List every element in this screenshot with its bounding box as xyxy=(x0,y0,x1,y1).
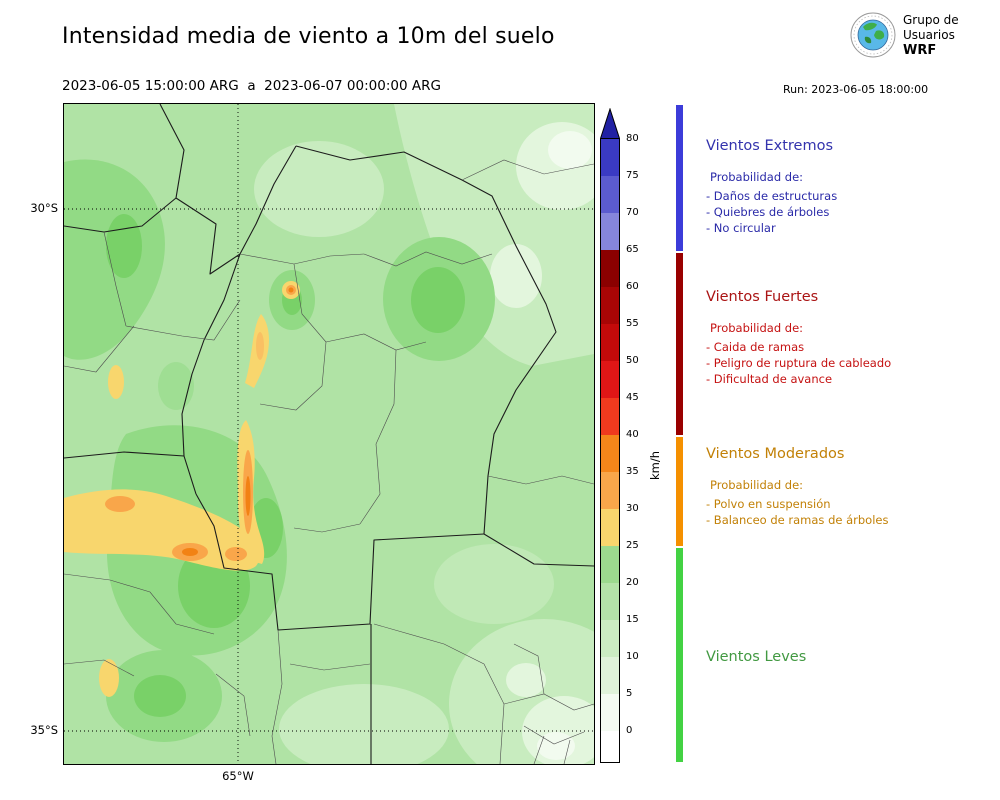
colorbar-segments xyxy=(600,139,620,763)
legend-heading-moderados: Vientos Moderados xyxy=(706,446,845,462)
map-frame xyxy=(63,103,595,765)
colorbar-segment-45-50 xyxy=(601,361,619,398)
legend-bullet-list: - Caida de ramas - Peligro de ruptura de … xyxy=(706,339,986,387)
colorbar-segment-50-55 xyxy=(601,324,619,361)
colorbar-tick-label: 35 xyxy=(626,466,639,477)
legend-bullet-list: - Daños de estructuras - Quiebres de árbo… xyxy=(706,188,986,236)
legend-heading-fuertes: Vientos Fuertes xyxy=(706,289,819,305)
colorbar-unit-label: km/h xyxy=(648,450,662,480)
page-title: Intensidad media de viento a 10m del sue… xyxy=(62,24,555,49)
colorbar-tick-label: 55 xyxy=(626,318,639,329)
legend-bullet: - Peligro de ruptura de cableado xyxy=(706,356,892,370)
legend-bullet: - Dificultad de avance xyxy=(706,372,833,386)
legend-bar-fuertes xyxy=(676,253,683,435)
colorbar-segment-75-80 xyxy=(601,139,619,176)
colorbar-segment-60-65 xyxy=(601,250,619,287)
colorbar-tick-label: 40 xyxy=(626,429,639,440)
colorbar-tick-label: 30 xyxy=(626,503,639,514)
colorbar-segment-55-60 xyxy=(601,287,619,324)
province-borders-layer xyxy=(64,104,594,764)
colorbar-segment-65-70 xyxy=(601,213,619,250)
logo-text: Grupo de Usuarios WRF xyxy=(903,13,959,58)
wind-field-layer xyxy=(64,104,594,764)
colorbar-segment-35-40 xyxy=(601,435,619,472)
colorbar-tick-label: 20 xyxy=(626,577,639,588)
colorbar-tick-label: 25 xyxy=(626,540,639,551)
colorbar: 0 5 10 15 20 25 30 35 40 45 50 55 60 65 70 75 80 km/h xyxy=(600,108,692,788)
legend-section-extremos: Vientos Extremos Probabilidad de: - Daño… xyxy=(706,138,986,236)
colorbar-segment-5-10 xyxy=(601,657,619,694)
run-label: Run: 2023-06-05 18:00:00 xyxy=(783,83,929,96)
colorbar-tick-label: 60 xyxy=(626,281,639,292)
legend-bullet-list: - Polvo en suspensión - Balanceo de ramas… xyxy=(706,496,986,528)
colorbar-ticks: 0 5 10 15 20 25 30 35 40 45 50 55 60 65 70 75 80 xyxy=(600,108,692,788)
colorbar-tick-label: 70 xyxy=(626,207,639,218)
globe-icon xyxy=(850,12,896,58)
logo-line-2: Usuarios xyxy=(903,27,955,42)
legend-bullet: - Polvo en suspensión xyxy=(706,497,831,511)
legend-heading-leves: Vientos Leves xyxy=(706,649,807,665)
legend-panel: Vientos Extremos Probabilidad de: - Daño… xyxy=(676,105,996,785)
lat-label-30s: 30°S xyxy=(30,201,58,215)
colorbar-segment-15-20 xyxy=(601,583,619,620)
legend-prob-label: Probabilidad de: xyxy=(710,321,804,335)
legend-prob-label: Probabilidad de: xyxy=(710,478,804,492)
legend-prob-label: Probabilidad de: xyxy=(710,170,804,184)
logo-line-3: WRF xyxy=(903,42,937,58)
department-borders-layer xyxy=(64,159,594,764)
colorbar-tick-label: 5 xyxy=(626,688,633,699)
wrf-logo: Grupo de Usuarios WRF xyxy=(850,12,959,58)
legend-bullet: - Quiebres de árboles xyxy=(706,205,830,219)
legend-bullet: - Caida de ramas xyxy=(706,340,805,354)
legend-bullet: - No circular xyxy=(706,221,776,235)
colorbar-segment-10-15 xyxy=(601,620,619,657)
valid-period-label: 2023-06-05 15:00:00 ARG a 2023-06-07 00:… xyxy=(62,78,441,94)
colorbar-segment-20-25 xyxy=(601,546,619,583)
colorbar-tick-label: 50 xyxy=(626,355,639,366)
legend-bar-extremos xyxy=(676,105,683,251)
colorbar-tick-label: 65 xyxy=(626,244,639,255)
legend-section-moderados: Vientos Moderados Probabilidad de: - Pol… xyxy=(706,446,986,528)
legend-bullet: - Balanceo de ramas de árboles xyxy=(706,513,889,527)
colorbar-over-arrow xyxy=(600,108,620,139)
colorbar-segment-25-30 xyxy=(601,509,619,546)
colorbar-tick-label: 10 xyxy=(626,651,639,662)
colorbar-tick-label: 75 xyxy=(626,170,639,181)
colorbar-tick-label: 80 xyxy=(626,133,639,144)
colorbar-segment-70-75 xyxy=(601,176,619,213)
legend-section-leves: Vientos Leves xyxy=(706,649,986,681)
colorbar-tick-label: 45 xyxy=(626,392,639,403)
colorbar-segment-40-45 xyxy=(601,398,619,435)
legend-section-fuertes: Vientos Fuertes Probabilidad de: - Caida… xyxy=(706,289,986,387)
legend-bar-moderados xyxy=(676,437,683,546)
colorbar-segment-0-5 xyxy=(601,694,619,731)
logo-line-1: Grupo de xyxy=(903,12,959,27)
gridlines-layer xyxy=(64,104,594,764)
legend-bar-leves xyxy=(676,548,683,762)
legend-heading-extremos: Vientos Extremos xyxy=(706,138,834,154)
colorbar-tick-label: 0 xyxy=(626,725,633,736)
colorbar-tick-label: 15 xyxy=(626,614,639,625)
wind-intensity-map xyxy=(64,104,594,764)
colorbar-segment-<0 xyxy=(601,731,619,762)
legend-bullet: - Daños de estructuras xyxy=(706,189,838,203)
colorbar-segment-30-35 xyxy=(601,472,619,509)
lon-label-65w: 65°W xyxy=(222,769,254,783)
lat-label-35s: 35°S xyxy=(30,723,58,737)
